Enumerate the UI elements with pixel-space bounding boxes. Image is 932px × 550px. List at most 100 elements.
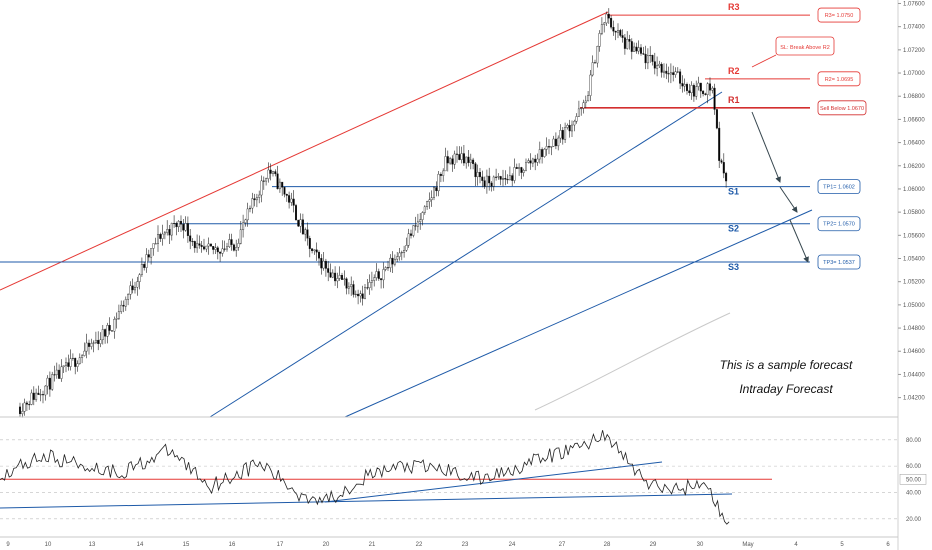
candle-bull [389,257,392,269]
candle-bear [42,394,45,396]
candle-bull [453,153,456,165]
candle-bull [695,86,698,97]
candle-bear [341,275,344,280]
candle-bear [19,406,22,415]
time-tick-label: 14 [137,542,144,548]
callout-s2: TP2= 1.0570 [817,216,861,232]
time-tick-label: 23 [462,542,469,548]
candle-bear [681,83,684,87]
candle-bear [715,109,718,129]
price-tick-label: 1.06400 [903,141,925,147]
candle-bear [209,243,212,247]
candle-bear [548,146,551,148]
price-tick-label: 1.05000 [903,303,925,309]
lower-support-trendline [344,209,813,418]
price-tick-label: 1.07600 [903,1,925,7]
candle-bear [651,55,654,62]
candle-bear [722,162,725,174]
candle-bear [435,187,438,192]
candle-bear [320,257,323,269]
candle-bear [334,272,337,282]
candle-bull [35,392,38,400]
candle-bull [545,146,548,150]
candle-bull [138,274,141,282]
callout-text: R2= 1.0695 [825,77,854,83]
level-label-s2: S2 [728,224,739,234]
candle-bear [504,178,507,180]
candle-bull [244,219,247,224]
price-tick-label: 1.04200 [903,396,925,402]
candle-bull [676,71,679,73]
candle-bear [642,53,645,55]
candle-bear [306,229,309,239]
candle-bear [122,304,125,307]
candle-bull [683,84,686,87]
candle-bull [492,176,495,187]
candle-bull [373,277,376,281]
candle-bull [656,65,659,69]
candle-bear [665,70,668,74]
forecast-arrows [751,111,809,263]
candle-bear [488,175,491,184]
candle-bear [352,284,355,295]
oscillator-tick-label: 80.00 [906,438,922,444]
time-tick-label: 5 [840,542,844,548]
candle-bull [706,83,709,95]
candle-bear [297,219,300,227]
candle-bear [32,392,35,400]
candle-bull [596,46,599,64]
candle-bull [101,329,104,341]
candle-bull [92,342,95,344]
candle-bear [387,267,390,269]
trend-lines [0,11,813,418]
candle-bull [617,30,620,33]
price-tick-label: 1.05600 [903,233,925,239]
candle-bear [619,30,622,36]
candle-bull [290,198,293,203]
candle-bear [483,180,486,187]
candle-bull [368,282,371,288]
price-tick-label: 1.06800 [903,94,925,100]
candle-bear [283,187,286,195]
annotation-sample-forecast: This is a sample forecast [720,358,853,372]
candle-bear [660,63,663,73]
candle-bear [189,235,192,242]
candle-bear [495,176,498,178]
callout-pointer [751,54,777,68]
candle-bull [51,374,54,390]
candle-bull [384,267,387,270]
callout-stop-loss: SL: Break Above R2 [751,36,835,68]
candle-bull [336,278,339,282]
candle-bear [720,160,723,163]
candle-bear [285,194,288,196]
candle-bull [78,357,81,364]
candle-bear [679,71,682,84]
candle-bull [152,243,155,249]
candle-bear [702,90,705,95]
candle-bear [506,179,509,181]
candle-bear [561,130,564,140]
candle-bull [423,206,426,213]
candle-bull [497,176,500,178]
candle-bear [688,90,691,94]
candle-bull [242,222,245,231]
candle-bull [559,130,562,139]
candle-bear [623,37,626,49]
candle-bull [564,127,567,140]
candle-bear [315,249,318,253]
candle-bear [159,234,162,239]
candle-bull [536,158,539,163]
candle-bull [136,281,139,288]
candle-bull [177,221,180,228]
level-label-s1: S1 [728,187,739,197]
callout-box [817,100,867,116]
candle-bear [568,124,571,132]
candle-bull [163,232,166,235]
candle-bull [407,233,410,246]
candle-bear [612,27,615,32]
candle-bull [400,252,403,254]
candle-bear [200,245,203,247]
candle-bull [419,219,422,223]
callout-text: SL: Break Above R2 [780,45,830,51]
callout-box [817,216,861,232]
